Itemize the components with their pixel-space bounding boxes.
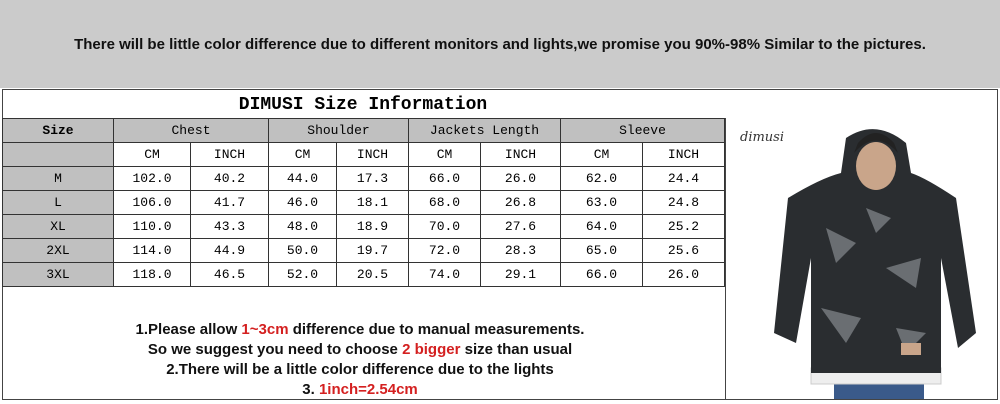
table-row: M 102.0 40.2 44.0 17.3 66.0 26.0 62.0 24.4 [2,166,725,191]
size-cell: M [2,166,114,191]
unit-header: INCH [642,142,725,167]
group-header: Jackets Length [408,118,561,143]
value-cell: 18.9 [336,214,409,239]
note-text: difference due to manual measurements. [288,321,585,338]
product-photo: dimusi [725,118,998,399]
size-cell: 2XL [2,238,114,263]
value-cell: 65.0 [560,238,643,263]
value-cell: 74.0 [408,262,481,287]
group-header: Shoulder [268,118,409,143]
value-cell: 20.5 [336,262,409,287]
empty-cell [2,142,114,167]
value-cell: 70.0 [408,214,481,239]
value-cell: 25.2 [642,214,725,239]
value-cell: 26.0 [642,262,725,287]
note-highlight: 1~3cm [241,321,289,338]
size-cell: L [2,190,114,215]
value-cell: 25.6 [642,238,725,263]
brand-logo: dimusi [740,130,785,145]
value-cell: 63.0 [560,190,643,215]
value-cell: 64.0 [560,214,643,239]
value-cell: 62.0 [560,166,643,191]
value-cell: 24.8 [642,190,725,215]
value-cell: 44.0 [268,166,337,191]
unit-header: CM [268,142,337,167]
value-cell: 43.3 [190,214,269,239]
table-row: XL 110.0 43.3 48.0 18.9 70.0 27.6 64.0 25.2 [2,214,725,239]
note-text: size than usual [460,341,573,358]
notes: 1.Please allow 1~3cm difference due to m… [100,320,620,400]
note-line: 1.Please allow 1~3cm difference due to m… [100,320,620,340]
unit-header: CM [408,142,481,167]
note-line: So we suggest you need to choose 2 bigge… [100,340,620,360]
value-cell: 52.0 [268,262,337,287]
value-cell: 106.0 [113,190,191,215]
chart-title: DIMUSI Size Information [238,95,488,115]
value-cell: 68.0 [408,190,481,215]
table-row: L 106.0 41.7 46.0 18.1 68.0 26.8 63.0 24.8 [2,190,725,215]
unit-header: INCH [336,142,409,167]
value-cell: 40.2 [190,166,269,191]
note-line: 3. 1inch=2.54cm [100,380,620,400]
value-cell: 46.0 [268,190,337,215]
note-text: So we suggest you need to choose [147,341,403,358]
value-cell: 72.0 [408,238,481,263]
unit-header: INCH [480,142,561,167]
size-header: Size [2,118,114,143]
note-highlight: 2 bigger [402,341,461,358]
table-row: 3XL 118.0 46.5 52.0 20.5 74.0 29.1 66.0 26.0 [2,262,725,287]
value-cell: 26.0 [480,166,561,191]
unit-header: CM [560,142,643,167]
value-cell: 28.3 [480,238,561,263]
value-cell: 110.0 [113,214,191,239]
hoodie-model-image [774,129,976,399]
value-cell: 50.0 [268,238,337,263]
value-cell: 114.0 [113,238,191,263]
note-text: 3. [302,381,319,398]
size-cell: 3XL [2,262,114,287]
unit-header: INCH [190,142,269,167]
value-cell: 66.0 [560,262,643,287]
value-cell: 66.0 [408,166,481,191]
value-cell: 118.0 [113,262,191,287]
disclaimer-banner: There will be little color difference du… [0,0,1000,88]
note-line: 2.There will be a little color differenc… [166,361,554,378]
note-text: 1.Please allow [135,321,242,338]
value-cell: 27.6 [480,214,561,239]
value-cell: 19.7 [336,238,409,263]
value-cell: 41.7 [190,190,269,215]
value-cell: 24.4 [642,166,725,191]
value-cell: 17.3 [336,166,409,191]
value-cell: 26.8 [480,190,561,215]
value-cell: 29.1 [480,262,561,287]
group-header: Sleeve [560,118,725,143]
group-header: Chest [113,118,269,143]
value-cell: 46.5 [190,262,269,287]
value-cell: 48.0 [268,214,337,239]
unit-header: CM [113,142,191,167]
table-row: 2XL 114.0 44.9 50.0 19.7 72.0 28.3 65.0 25.6 [2,238,725,263]
value-cell: 102.0 [113,166,191,191]
size-cell: XL [2,214,114,239]
note-highlight: 1inch=2.54cm [318,381,418,398]
value-cell: 18.1 [336,190,409,215]
value-cell: 44.9 [190,238,269,263]
size-table: Size Chest Shoulder Jackets Length Sleev… [2,118,725,287]
